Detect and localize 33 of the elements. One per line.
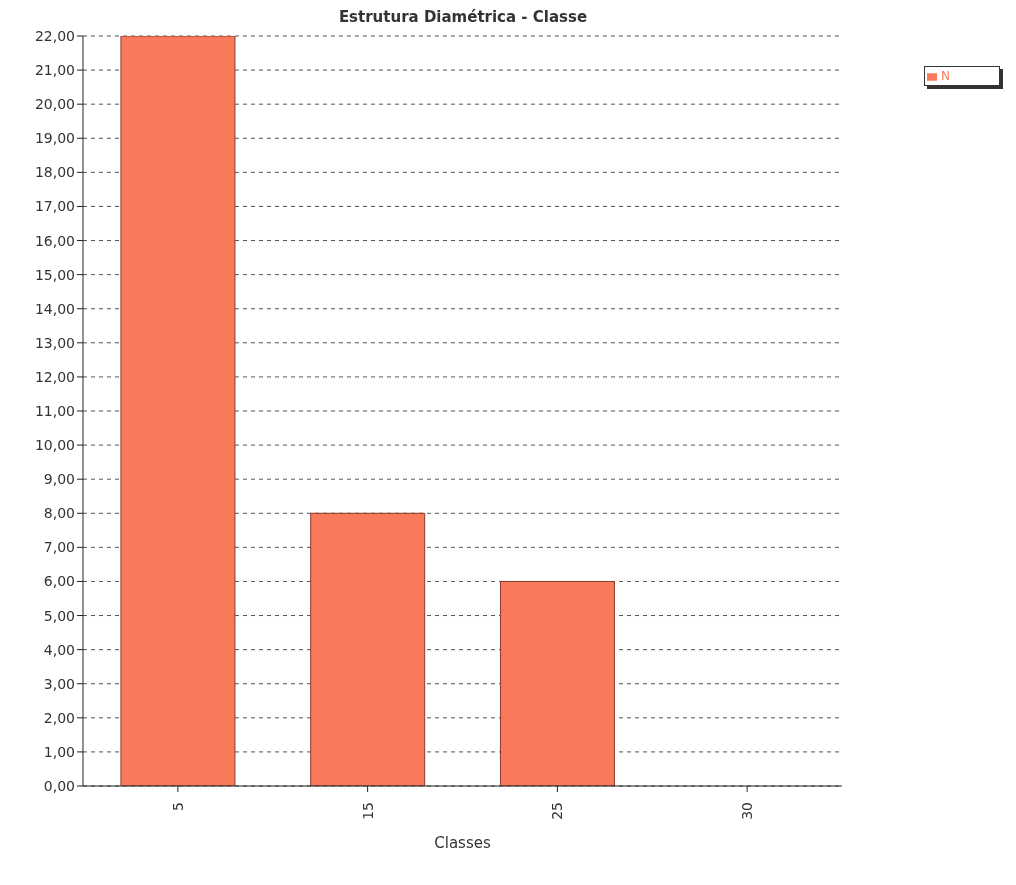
y-tick-label: 6,00 xyxy=(43,573,75,590)
y-tick-label: 12,00 xyxy=(34,368,75,385)
x-tick-label: 25 xyxy=(549,802,566,820)
y-tick-label: 1,00 xyxy=(43,743,75,760)
y-tick-label: 9,00 xyxy=(43,471,75,488)
y-tick-label: 18,00 xyxy=(34,164,75,181)
bar xyxy=(499,580,615,786)
y-tick-label: 3,00 xyxy=(43,675,75,692)
y-tick-label: 20,00 xyxy=(34,96,75,113)
y-tick-label: 19,00 xyxy=(34,130,75,147)
y-tick-label: 21,00 xyxy=(34,62,75,79)
legend-label: N xyxy=(941,69,950,83)
y-tick-label: 10,00 xyxy=(34,437,75,454)
x-tick-label: 5 xyxy=(169,802,186,811)
y-tick-label: 4,00 xyxy=(43,641,75,658)
x-tick-label: 15 xyxy=(359,802,376,820)
y-tick-label: 11,00 xyxy=(34,402,75,419)
y-tick-label: 22,00 xyxy=(34,27,75,44)
x-axis-title: Classes xyxy=(434,834,491,852)
bar xyxy=(310,512,426,786)
y-tick-label: 7,00 xyxy=(43,539,75,556)
x-tick-label: 30 xyxy=(739,802,756,820)
y-tick-label: 17,00 xyxy=(34,198,75,215)
y-tick-label: 16,00 xyxy=(34,232,75,249)
y-tick-label: 5,00 xyxy=(43,607,75,624)
bar xyxy=(120,36,236,786)
chart-title: Estrutura Diamétrica - Classe xyxy=(337,8,589,26)
y-tick-label: 13,00 xyxy=(34,334,75,351)
y-tick-label: 0,00 xyxy=(43,777,75,794)
y-tick-label: 2,00 xyxy=(43,709,75,726)
y-tick-label: 14,00 xyxy=(34,300,75,317)
y-tick-label: 8,00 xyxy=(43,505,75,522)
y-tick-label: 15,00 xyxy=(34,266,75,283)
